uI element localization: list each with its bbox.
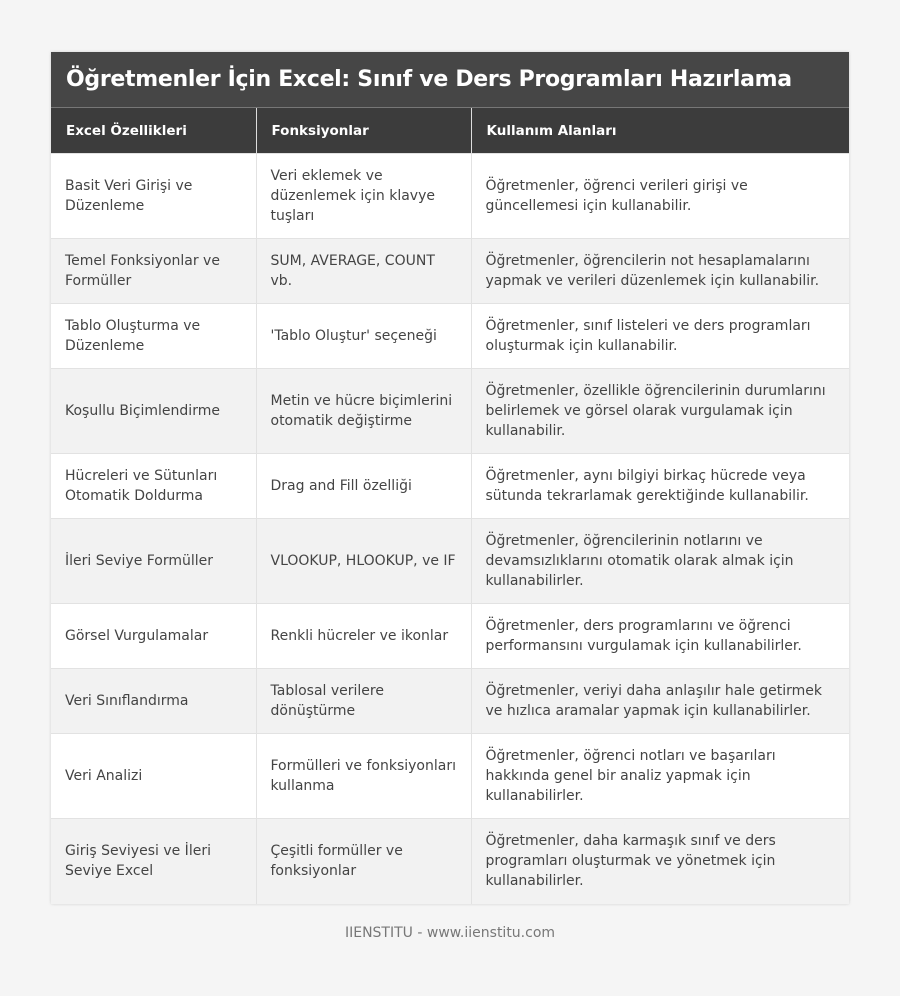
table-row: İleri Seviye Formüller VLOOKUP, HLOOKUP, … bbox=[51, 518, 849, 604]
table-row: Veri Sınıflandırma Tablosal verilere dönü… bbox=[51, 668, 849, 734]
feature-cell: Tablo Oluşturma ve Düzenleme bbox=[51, 303, 257, 369]
table-row: Basit Veri Girişi ve Düzenleme Veri eklem… bbox=[51, 153, 849, 239]
column-header: Kullanım Alanları bbox=[471, 108, 849, 154]
feature-cell: Koşullu Biçimlendirme bbox=[51, 368, 257, 454]
usage-cell: Öğretmenler, veriyi daha anlaşılır hale … bbox=[471, 668, 849, 734]
usage-cell: Öğretmenler, sınıf listeleri ve ders pro… bbox=[471, 303, 849, 369]
function-cell: SUM, AVERAGE, COUNT vb. bbox=[256, 238, 472, 304]
usage-cell: Öğretmenler, daha karmaşık sınıf ve ders… bbox=[471, 818, 849, 904]
table-row: Veri Analizi Formülleri ve fonksiyonları … bbox=[51, 733, 849, 819]
usage-cell: Öğretmenler, ders programlarını ve öğren… bbox=[471, 603, 849, 669]
feature-cell: Basit Veri Girişi ve Düzenleme bbox=[51, 153, 257, 239]
feature-cell: Giriş Seviyesi ve İleri Seviye Excel bbox=[51, 818, 257, 904]
column-header: Fonksiyonlar bbox=[256, 108, 472, 154]
function-cell: Formülleri ve fonksiyonları kullanma bbox=[256, 733, 472, 819]
page-title: Öğretmenler İçin Excel: Sınıf ve Ders Pr… bbox=[51, 52, 849, 108]
function-cell: Veri eklemek ve düzenlemek için klavye t… bbox=[256, 153, 472, 239]
usage-cell: Öğretmenler, öğrencilerin not hesaplamal… bbox=[471, 238, 849, 304]
feature-cell: Veri Sınıflandırma bbox=[51, 668, 257, 734]
feature-cell: Temel Fonksiyonlar ve Formüller bbox=[51, 238, 257, 304]
function-cell: Tablosal verilere dönüştürme bbox=[256, 668, 472, 734]
usage-cell: Öğretmenler, aynı bilgiyi birkaç hücrede… bbox=[471, 453, 849, 519]
function-cell: VLOOKUP, HLOOKUP, ve IF bbox=[256, 518, 472, 604]
header-row: Excel Özellikleri Fonksiyonlar Kullanım … bbox=[51, 108, 849, 154]
function-cell: Drag and Fill özelliği bbox=[256, 453, 472, 519]
feature-cell: İleri Seviye Formüller bbox=[51, 518, 257, 604]
table-card: Öğretmenler İçin Excel: Sınıf ve Ders Pr… bbox=[51, 52, 849, 904]
function-cell: 'Tablo Oluştur' seçeneği bbox=[256, 303, 472, 369]
table-row: Giriş Seviyesi ve İleri Seviye Excel Çeşi… bbox=[51, 818, 849, 904]
usage-cell: Öğretmenler, öğrenci notları ve başarıla… bbox=[471, 733, 849, 819]
function-cell: Metin ve hücre biçimlerini otomatik deği… bbox=[256, 368, 472, 454]
usage-cell: Öğretmenler, öğrencilerinin notlarını ve… bbox=[471, 518, 849, 604]
table-row: Koşullu Biçimlendirme Metin ve hücre biçi… bbox=[51, 368, 849, 454]
table-row: Hücreleri ve Sütunları Otomatik Doldurma… bbox=[51, 453, 849, 519]
function-cell: Renkli hücreler ve ikonlar bbox=[256, 603, 472, 669]
column-header: Excel Özellikleri bbox=[51, 108, 257, 154]
feature-cell: Görsel Vurgulamalar bbox=[51, 603, 257, 669]
table-row: Tablo Oluşturma ve Düzenleme 'Tablo Oluşt… bbox=[51, 303, 849, 369]
table-row: Temel Fonksiyonlar ve Formüller SUM, AVER… bbox=[51, 238, 849, 304]
usage-cell: Öğretmenler, özellikle öğrencilerinin du… bbox=[471, 368, 849, 454]
feature-cell: Veri Analizi bbox=[51, 733, 257, 819]
usage-cell: Öğretmenler, öğrenci verileri girişi ve … bbox=[471, 153, 849, 239]
table-row: Görsel Vurgulamalar Renkli hücreler ve ik… bbox=[51, 603, 849, 669]
footer-text: IIENSTITU - www.iienstitu.com bbox=[344, 925, 556, 941]
feature-cell: Hücreleri ve Sütunları Otomatik Doldurma bbox=[51, 453, 257, 519]
data-table: Excel Özellikleri Fonksiyonlar Kullanım … bbox=[51, 108, 849, 904]
function-cell: Çeşitli formüller ve fonksiyonlar bbox=[256, 818, 472, 904]
